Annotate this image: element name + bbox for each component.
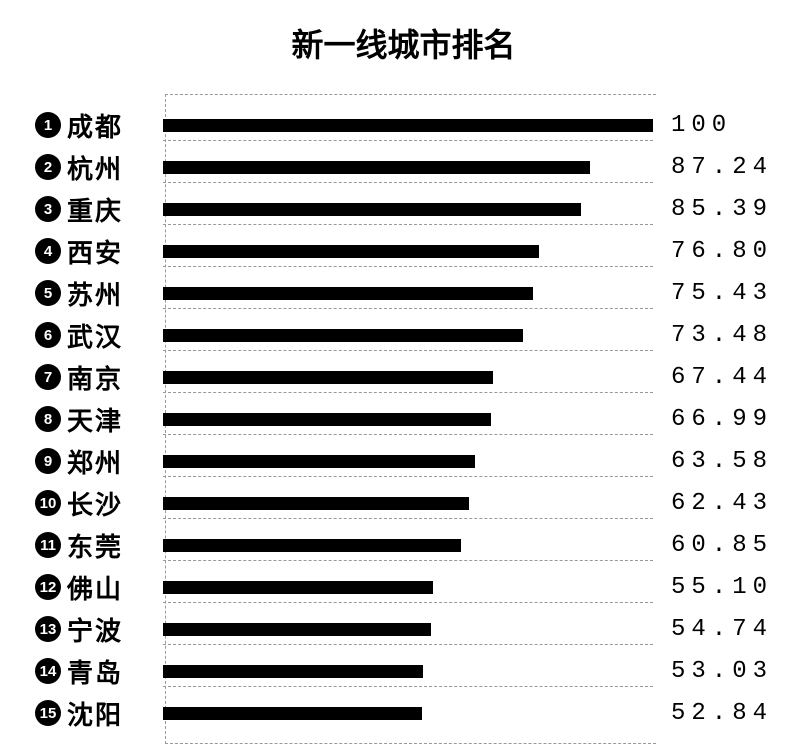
chart-row: 15沈阳 52.84 (35, 692, 772, 734)
chart-rows: 1成都 100 2杭州 87.24 3重庆 85.39 4西安 76.80 5苏州 75.43 6武… (35, 94, 772, 744)
city-label: 郑州 (67, 443, 163, 480)
bar-track (163, 272, 653, 314)
bar (163, 539, 461, 552)
chart-row: 3重庆 85.39 (35, 188, 772, 230)
rank-badge: 2 (35, 154, 61, 180)
bar-track (163, 650, 653, 692)
rank-badge: 5 (35, 280, 61, 306)
bar-track (163, 356, 653, 398)
city-label: 南京 (67, 359, 163, 396)
chart-row: 8天津 66.99 (35, 398, 772, 440)
rank-badge: 1 (35, 112, 61, 138)
city-label: 西安 (67, 233, 163, 270)
chart-row: 6武汉 73.48 (35, 314, 772, 356)
city-label: 青岛 (67, 653, 163, 690)
city-label: 长沙 (67, 485, 163, 522)
value-label: 66.99 (671, 406, 773, 433)
bar-track (163, 608, 653, 650)
city-label: 沈阳 (67, 695, 163, 732)
value-label: 60.85 (671, 532, 773, 559)
bar-track (163, 104, 653, 146)
bar-track (163, 440, 653, 482)
rank-badge: 9 (35, 448, 61, 474)
value-label: 52.84 (671, 700, 773, 727)
bar (163, 287, 533, 300)
value-label: 63.58 (671, 448, 773, 475)
chart-row: 11东莞 60.85 (35, 524, 772, 566)
bar (163, 623, 431, 636)
city-label: 佛山 (67, 569, 163, 606)
bar (163, 665, 423, 678)
city-label: 武汉 (67, 317, 163, 354)
bar (163, 329, 523, 342)
rank-badge: 11 (35, 532, 61, 558)
bar-track (163, 314, 653, 356)
value-label: 87.24 (671, 154, 773, 181)
bar-track (163, 482, 653, 524)
value-label: 85.39 (671, 196, 773, 223)
chart-row: 13宁波 54.74 (35, 608, 772, 650)
rank-badge: 12 (35, 574, 61, 600)
value-label: 73.48 (671, 322, 773, 349)
bar (163, 413, 491, 426)
chart-row: 10长沙 62.43 (35, 482, 772, 524)
city-label: 宁波 (67, 611, 163, 648)
bar (163, 119, 653, 132)
bar (163, 161, 590, 174)
bar (163, 455, 475, 468)
city-label: 苏州 (67, 275, 163, 312)
value-label: 54.74 (671, 616, 773, 643)
rank-badge: 3 (35, 196, 61, 222)
bar (163, 203, 581, 216)
chart-row: 2杭州 87.24 (35, 146, 772, 188)
bar-track (163, 188, 653, 230)
city-label: 重庆 (67, 191, 163, 228)
bar (163, 371, 493, 384)
chart-row: 4西安 76.80 (35, 230, 772, 272)
chart-row: 14青岛 53.03 (35, 650, 772, 692)
value-label: 55.10 (671, 574, 773, 601)
rank-badge: 10 (35, 490, 61, 516)
rank-badge: 8 (35, 406, 61, 432)
chart-row: 7南京 67.44 (35, 356, 772, 398)
bar (163, 497, 469, 510)
city-label: 成都 (67, 107, 163, 144)
bar-track (163, 524, 653, 566)
chart-row: 12佛山 55.10 (35, 566, 772, 608)
bar-track (163, 146, 653, 188)
chart-area: 1成都 100 2杭州 87.24 3重庆 85.39 4西安 76.80 5苏州 75.43 6武… (35, 94, 772, 744)
value-label: 53.03 (671, 658, 773, 685)
city-label: 天津 (67, 401, 163, 438)
value-label: 75.43 (671, 280, 773, 307)
value-label: 100 (671, 112, 732, 139)
bar-track (163, 692, 653, 734)
bar (163, 707, 422, 720)
value-label: 62.43 (671, 490, 773, 517)
bar (163, 245, 539, 258)
rank-badge: 14 (35, 658, 61, 684)
bar (163, 581, 433, 594)
chart-title: 新一线城市排名 (0, 20, 807, 66)
rank-badge: 6 (35, 322, 61, 348)
rank-badge: 15 (35, 700, 61, 726)
rank-badge: 7 (35, 364, 61, 390)
chart-row: 5苏州 75.43 (35, 272, 772, 314)
value-label: 67.44 (671, 364, 773, 391)
chart-row: 1成都 100 (35, 104, 772, 146)
rank-badge: 13 (35, 616, 61, 642)
bar-track (163, 230, 653, 272)
bar-track (163, 566, 653, 608)
chart-container: 新一线城市排名 1成都 100 2杭州 87.24 3重庆 85.39 4西安 76.80 5苏… (0, 0, 807, 736)
bar-track (163, 398, 653, 440)
chart-row: 9郑州 63.58 (35, 440, 772, 482)
city-label: 杭州 (67, 149, 163, 186)
rank-badge: 4 (35, 238, 61, 264)
city-label: 东莞 (67, 527, 163, 564)
value-label: 76.80 (671, 238, 773, 265)
